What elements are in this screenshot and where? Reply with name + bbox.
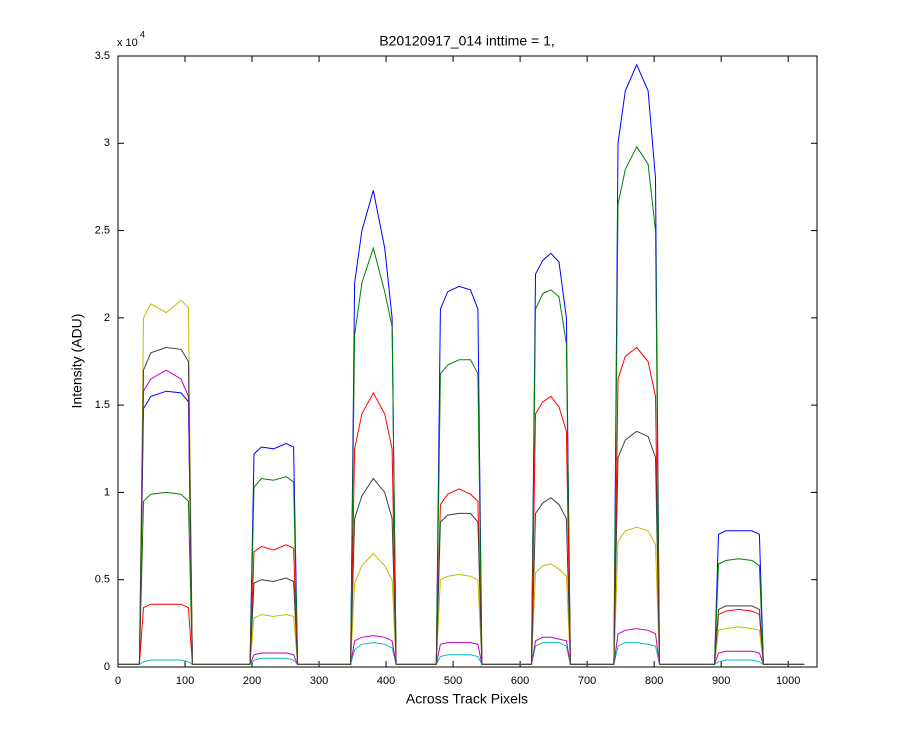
y-axis-label: Intensity (ADU): [69, 314, 85, 409]
data-line: [118, 642, 805, 665]
y-tick-label: 0.5: [95, 574, 110, 586]
x-tick-label: 300: [310, 675, 328, 687]
x-axis-label: Across Track Pixels: [406, 691, 528, 707]
x-tick-label: 500: [444, 675, 462, 687]
y-tick-label: 0: [104, 661, 110, 673]
y-tick-label: 3.5: [95, 50, 110, 62]
data-line: [118, 299, 805, 665]
x-tick-label: 200: [243, 675, 261, 687]
x-tick-label: 900: [712, 675, 730, 687]
y-tick-label: 2.5: [95, 224, 110, 236]
x-tick-label: 1000: [776, 675, 800, 687]
plot-area: [117, 55, 818, 668]
y-tick-label: 1.5: [95, 399, 110, 411]
x-tick-label: 0: [115, 675, 121, 687]
data-line: [118, 369, 805, 665]
chart-title: B20120917_014 inttime = 1,: [379, 33, 555, 49]
x-tick-label: 600: [511, 675, 529, 687]
y-multiplier-base: x 10: [117, 37, 138, 49]
x-tick-label: 800: [645, 675, 663, 687]
x-tick-label: 700: [578, 675, 596, 687]
y-multiplier-exponent: 4: [140, 29, 145, 39]
data-line: [118, 145, 805, 665]
y-tick-label: 3: [104, 137, 110, 149]
x-tick-label: 400: [377, 675, 395, 687]
data-line: [118, 346, 805, 665]
x-tick-label: 100: [176, 675, 194, 687]
y-tick-label: 1: [104, 486, 110, 498]
y-tick-label: 2: [104, 312, 110, 324]
